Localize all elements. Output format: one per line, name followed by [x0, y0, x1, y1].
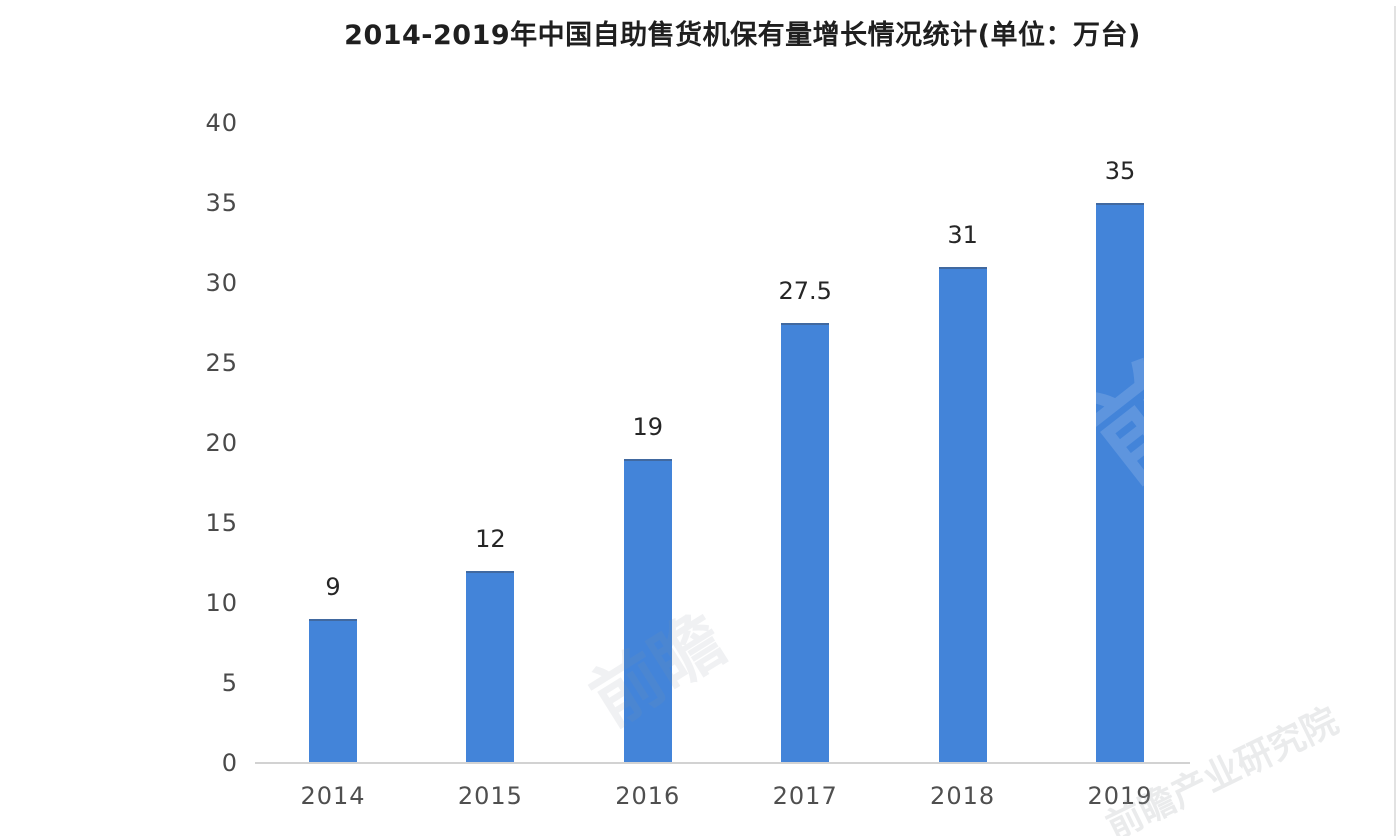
x-tick-label: 2014 — [300, 782, 366, 810]
bar-value-label: 12 — [475, 525, 506, 553]
y-tick-label: 30 — [205, 269, 238, 297]
y-tick-label: 5 — [221, 669, 238, 697]
y-tick-label: 35 — [205, 189, 238, 217]
bar-2018 — [938, 267, 987, 762]
x-tick-label: 2015 — [457, 782, 523, 810]
bar-2015 — [466, 571, 515, 762]
page-edge-divider — [1394, 6, 1396, 836]
x-tick-label: 2017 — [772, 782, 838, 810]
bar-value-label: 27.5 — [778, 277, 832, 305]
y-tick-label: 0 — [221, 749, 238, 777]
y-tick-label: 20 — [205, 429, 238, 457]
x-tick-label: 2018 — [930, 782, 996, 810]
bar-2019 — [1096, 203, 1144, 762]
x-tick-label: 2016 — [615, 782, 681, 810]
bar-value-label: 9 — [325, 573, 341, 601]
chart-title: 2014-2019年中国自助售货机保有量增长情况统计(单位：万台) — [344, 20, 1141, 51]
bar-value-label: 35 — [1104, 157, 1136, 185]
y-tick-label: 15 — [205, 509, 238, 537]
bar-2016 — [623, 459, 672, 762]
bar-value-label: 31 — [947, 221, 978, 249]
y-tick-label: 10 — [205, 589, 238, 617]
bar-2014 — [309, 619, 357, 762]
y-tick-label: 40 — [205, 109, 238, 137]
x-tick-label: 2019 — [1087, 782, 1153, 810]
bar-value-label: 19 — [632, 413, 664, 441]
x-axis-line — [255, 762, 1190, 764]
bar-2017 — [781, 323, 830, 762]
y-tick-label: 25 — [205, 349, 238, 377]
